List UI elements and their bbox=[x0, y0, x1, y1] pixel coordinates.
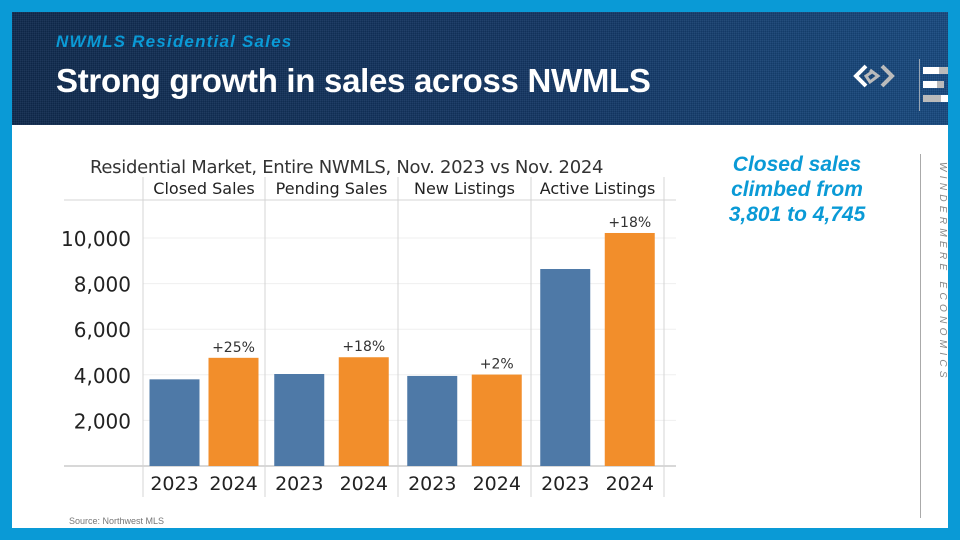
side-brand-text: WINDERMERE ECONOMICS bbox=[937, 162, 948, 382]
x-tick-label: 2023 bbox=[541, 473, 589, 495]
slide-title: Strong growth in sales across NWMLS bbox=[56, 62, 651, 99]
x-tick-label: 2024 bbox=[606, 473, 654, 495]
source-note: Source: Northwest MLS bbox=[69, 516, 165, 526]
x-tick-label: 2023 bbox=[150, 473, 198, 495]
chart-area: Residential Market, Entire NWMLS, Nov. 2… bbox=[12, 125, 702, 528]
change-label: +25% bbox=[212, 340, 255, 356]
x-tick-label: 2024 bbox=[209, 473, 257, 495]
logo-divider bbox=[919, 59, 920, 111]
bar-2023 bbox=[149, 379, 200, 466]
panel-header: New Listings bbox=[414, 179, 515, 198]
y-tick-label: 6,000 bbox=[74, 318, 131, 342]
side-divider bbox=[920, 154, 921, 518]
callout-line: 3,801 to 4,745 bbox=[728, 203, 866, 226]
bar-2024 bbox=[604, 232, 655, 466]
change-label: +18% bbox=[608, 215, 651, 231]
slide: NWMLS Residential Sales Strong growth in… bbox=[12, 12, 948, 528]
x-tick-label: 2024 bbox=[340, 473, 388, 495]
x-tick-label: 2023 bbox=[275, 473, 323, 495]
y-tick-label: 10,000 bbox=[61, 227, 131, 251]
x-tick-label: 2024 bbox=[473, 473, 521, 495]
change-label: +18% bbox=[342, 339, 385, 355]
bar-2023 bbox=[407, 375, 458, 466]
y-tick-label: 4,000 bbox=[74, 364, 131, 388]
bar-chart: 2,000 4,000 6,000 8,000 10,000 Closed Sales 20… bbox=[61, 177, 676, 497]
panel-header: Pending Sales bbox=[276, 179, 388, 198]
callout-text: Closed sales climbed from 3,801 to 4,745 bbox=[712, 152, 882, 227]
panel-header: Active Listings bbox=[540, 179, 656, 198]
y-tick-label: 2,000 bbox=[74, 409, 131, 433]
windermere-economics-e-icon bbox=[923, 67, 948, 111]
header-banner: NWMLS Residential Sales Strong growth in… bbox=[12, 12, 948, 125]
bar-2023 bbox=[540, 269, 591, 466]
bar-2023 bbox=[274, 374, 325, 466]
chart-title: Residential Market, Entire NWMLS, Nov. 2… bbox=[90, 157, 604, 178]
bar-2024 bbox=[208, 357, 259, 466]
x-tick-label: 2023 bbox=[408, 473, 456, 495]
callout-line: climbed from bbox=[731, 178, 863, 201]
y-tick-label: 8,000 bbox=[74, 273, 131, 297]
kicker-text: NWMLS Residential Sales bbox=[56, 32, 293, 51]
panel-header: Closed Sales bbox=[153, 179, 254, 198]
change-label: +2% bbox=[480, 357, 514, 373]
windermere-w-icon bbox=[853, 64, 895, 88]
callout-line: Closed sales bbox=[732, 153, 862, 176]
bar-2024 bbox=[471, 374, 522, 466]
bar-2024 bbox=[338, 357, 389, 466]
